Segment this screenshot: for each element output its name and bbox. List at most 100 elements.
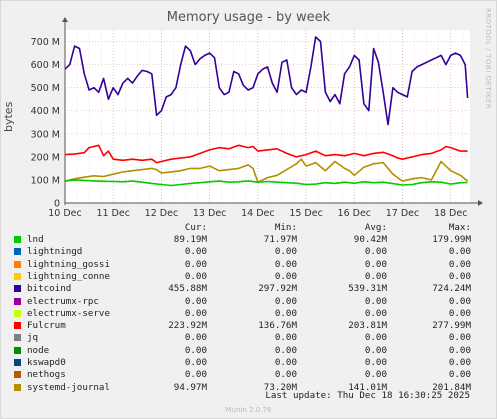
legend-avg-value: 0.00: [364, 246, 387, 258]
legend-avg-value: 203.81M: [348, 320, 387, 332]
legend-swatch: [14, 383, 21, 391]
legend-cur-value: 0.00: [184, 307, 207, 319]
legend-cur-value: 89.19M: [173, 234, 207, 245]
legend-avg-value: 0.00: [364, 357, 387, 368]
memory-chart: 0 100 M 200 M 300 M 400 M 500 M 600 M 700 M 10 D…: [31, 17, 483, 219]
legend-series-name: Fulcrum: [27, 320, 66, 332]
legend-series-name: lightning_gossi: [27, 258, 110, 270]
rrdtool-credit: RRDTOOL / TOBI OETIKER: [484, 8, 492, 110]
legend-avg-value: 0.00: [364, 258, 387, 270]
legend-swatch: [14, 346, 21, 354]
legend-header-avg: Avg:: [364, 222, 387, 233]
chart-title: Memory usage - by week: [166, 10, 331, 25]
legend-swatch: [14, 297, 21, 305]
legend-series-name: nethogs: [27, 369, 66, 381]
y-tick-label: 700 M: [31, 37, 60, 48]
legend-series-name: bitcoind: [27, 283, 72, 295]
legend-max-value: 0.00: [448, 357, 471, 368]
legend-row: node 0.00 0.00 0.00 0.00: [0, 345, 497, 357]
legend-min-value: 0.00: [274, 246, 297, 258]
x-tick-label: 10 Dec: [48, 208, 82, 219]
legend-row: kswapd0 0.00 0.00 0.00 0.00: [0, 357, 497, 369]
legend-series-name: node: [27, 344, 50, 356]
legend-series-name: systemd-journal: [27, 381, 110, 393]
legend-min-value: 0.00: [274, 307, 297, 319]
legend-avg-value: 0.00: [364, 270, 387, 282]
series-Fulcrum: [64, 144, 468, 164]
legend-min-value: 0.00: [274, 344, 297, 356]
y-tick-label: 400 M: [31, 106, 60, 117]
legend-min-value: 297.92M: [258, 283, 297, 295]
legend-max-value: 0.00: [448, 369, 471, 381]
legend-max-value: 0.00: [448, 332, 471, 344]
legend-max-value: 0.00: [448, 295, 471, 307]
legend-row: lnd 89.19M 71.97M 90.42M 179.99M: [0, 234, 497, 246]
legend-series-name: lnd: [27, 234, 44, 245]
y-tick-label: 100 M: [31, 175, 60, 186]
legend-max-value: 0.00: [448, 344, 471, 356]
legend-swatch: [14, 285, 21, 293]
x-tick-label: 12 Dec: [145, 208, 179, 219]
legend-swatch: [14, 272, 21, 280]
x-tick-label: 15 Dec: [289, 208, 323, 219]
legend-min-value: 0.00: [274, 295, 297, 307]
legend-row: Fulcrum 223.92M 136.76M 203.81M 277.99M: [0, 320, 497, 332]
legend-header-min: Min:: [274, 222, 297, 233]
legend-max-value: 0.00: [448, 258, 471, 270]
legend-max-value: 201.84M: [432, 381, 471, 393]
legend-header-max: Max:: [448, 222, 471, 233]
legend-cur-value: 0.00: [184, 270, 207, 282]
series-lines: [64, 36, 469, 187]
axes: 0 100 M 200 M 300 M 400 M 500 M 600 M 700 M 10 D…: [31, 17, 483, 219]
y-tick-label: 500 M: [31, 83, 60, 94]
legend-header-cur: Cur:: [184, 222, 207, 233]
legend-avg-value: 0.00: [364, 332, 387, 344]
legend-row: lightningd 0.00 0.00 0.00 0.00: [0, 246, 497, 258]
x-tick-label: 16 Dec: [338, 208, 372, 219]
legend-row: jq 0.00 0.00 0.00 0.00: [0, 332, 497, 344]
legend-series-name: lightning_conne: [27, 270, 110, 282]
legend-swatch: [14, 359, 21, 366]
legend-series-name: kswapd0: [27, 357, 66, 368]
legend-max-value: 0.00: [448, 307, 471, 319]
x-tick-label: 11 Dec: [96, 208, 130, 219]
legend-swatch: [14, 309, 21, 317]
series-bitcoind: [64, 36, 469, 126]
legend-row: bitcoind 455.88M 297.92M 539.31M 724.24M: [0, 283, 497, 295]
y-tick-label: 0: [54, 199, 60, 210]
legend-min-value: 0.00: [274, 332, 297, 344]
legend-swatch: [14, 371, 21, 379]
legend-cur-value: 0.00: [184, 246, 207, 258]
x-axis-arrow: [478, 200, 483, 206]
legend-max-value: 0.00: [448, 270, 471, 282]
legend-cur-value: 0.00: [184, 357, 207, 368]
legend-min-value: 136.76M: [258, 320, 297, 332]
legend-cur-value: 94.97M: [173, 381, 207, 393]
legend-min-value: 71.97M: [263, 234, 297, 245]
legend-min-value: 0.00: [274, 258, 297, 270]
y-tick-label: 200 M: [31, 152, 60, 163]
legend-swatch: [14, 260, 21, 268]
legend-avg-value: 0.00: [364, 295, 387, 307]
legend-avg-value: 90.42M: [353, 234, 387, 245]
munin-version: Munin 2.0.76: [225, 406, 272, 414]
x-tick-label: 14 Dec: [241, 208, 275, 219]
x-tick-label: 18 Dec: [434, 208, 468, 219]
last-update: Last update: Thu Dec 18 16:30:25 2025: [265, 390, 470, 401]
legend-avg-value: 0.00: [364, 369, 387, 381]
legend-min-value: 73.20M: [263, 381, 297, 393]
legend-cur-value: 455.88M: [168, 283, 207, 295]
legend-max-value: 277.99M: [432, 320, 471, 332]
legend-row: electrumx-rpc 0.00 0.00 0.00 0.00: [0, 296, 497, 308]
legend-cur-value: 0.00: [184, 295, 207, 307]
legend-swatch: [14, 334, 21, 342]
legend-min-value: 0.00: [274, 270, 297, 282]
legend-cur-value: 0.00: [184, 258, 207, 270]
legend-swatch: [14, 236, 21, 243]
legend-avg-value: 141.01M: [348, 381, 387, 393]
legend-avg-value: 539.31M: [348, 283, 387, 295]
legend-cur-value: 0.00: [184, 369, 207, 381]
legend-min-value: 0.00: [274, 369, 297, 381]
legend-max-value: 724.24M: [432, 283, 471, 295]
x-tick-label: 17 Dec: [386, 208, 420, 219]
